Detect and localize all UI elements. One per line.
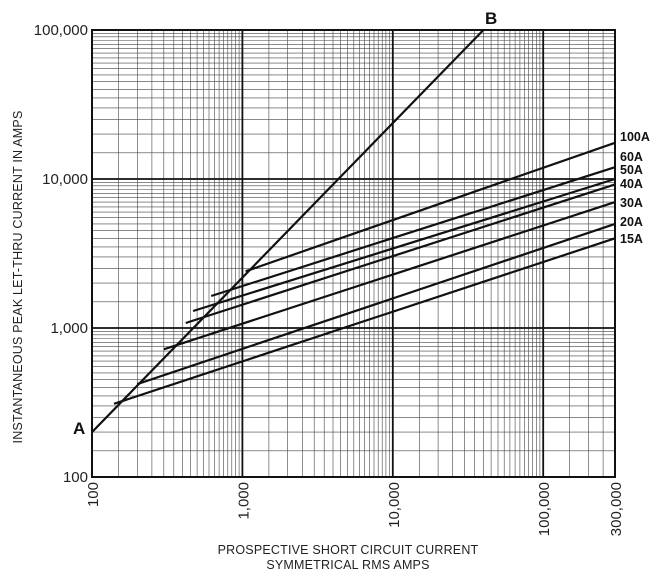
plot-frame xyxy=(91,29,616,478)
series-lines xyxy=(113,141,616,405)
series-label-100a: 100A xyxy=(620,130,650,144)
y-tick-label: 10,000 xyxy=(42,171,88,188)
series-label-40a: 40A xyxy=(620,177,643,191)
y-tick-label: 100,000 xyxy=(34,22,88,39)
series-line-100a xyxy=(245,141,616,273)
y-axis-label: INSTANTANEOUS PEAK LET-THRU CURRENT IN A… xyxy=(11,111,25,444)
x-tick-label: 10,000 xyxy=(386,482,403,528)
x-tick-label: 100 xyxy=(85,482,102,507)
series-label-60a: 60A xyxy=(620,150,643,164)
series-line-50a xyxy=(192,177,616,313)
series-label-15a: 15A xyxy=(620,232,643,246)
point-b-label: B xyxy=(485,9,497,28)
series-line-60a xyxy=(210,166,616,298)
y-tick-labels: 100 1,000 10,000 100,000 xyxy=(34,22,88,486)
y-tick-label: 1,000 xyxy=(50,320,88,337)
x-tick-label: 1,000 xyxy=(235,482,252,520)
x-tick-label: 100,000 xyxy=(536,482,553,536)
x-tick-labels: 100 1,000 10,000 100,000 300,000 xyxy=(85,482,625,536)
point-a-label: A xyxy=(73,419,85,438)
chart-grid xyxy=(92,30,615,477)
series-label-30a: 30A xyxy=(620,196,643,210)
x-tick-label: 300,000 xyxy=(608,482,625,536)
line-ab xyxy=(91,29,485,433)
series-label-20a: 20A xyxy=(620,215,643,229)
series-label-50a: 50A xyxy=(620,163,643,177)
x-axis-label-line-1: PROSPECTIVE SHORT CIRCUIT CURRENT xyxy=(218,543,479,557)
x-axis-label-line-2: SYMMETRICAL RMS AMPS xyxy=(266,558,429,572)
y-tick-label: 100 xyxy=(63,469,88,486)
series-line-20a xyxy=(136,222,616,386)
series-line-15a xyxy=(113,237,616,405)
series-line-30a xyxy=(163,201,616,351)
line-ab-group xyxy=(91,29,485,433)
series-line-40a xyxy=(185,183,616,325)
